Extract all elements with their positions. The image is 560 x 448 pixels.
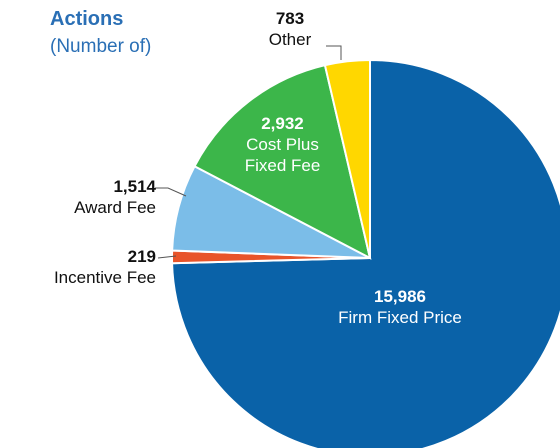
chart-title: Actions — [50, 8, 124, 30]
slice-label: 1,514 Award Fee — [0, 176, 156, 218]
category-label: Cost Plus Fixed Fee — [244, 135, 321, 175]
leader-line — [326, 45, 342, 60]
category-label: Firm Fixed Price — [338, 308, 462, 327]
value-label: 219 — [127, 247, 156, 266]
category-label: Other — [268, 30, 312, 49]
chart-subtitle: (Number of) — [50, 36, 152, 57]
slice-label: 783 Other — [240, 8, 340, 50]
value-label: 15,986 — [374, 287, 426, 306]
category-label: Award Fee — [74, 198, 156, 217]
value-label: 1,514 — [113, 177, 156, 196]
value-label: 783 — [275, 9, 305, 28]
leader-line — [157, 255, 177, 259]
pie-slice — [171, 58, 560, 448]
category-label: Incentive Fee — [53, 268, 156, 287]
slice-label: 2,932 Cost Plus Fixed Fee — [235, 113, 330, 176]
slice-label: 15,986 Firm Fixed Price — [300, 286, 500, 328]
pie-slice — [193, 63, 372, 260]
leader-line — [155, 187, 187, 197]
pie-slice — [323, 58, 371, 259]
slice-label: 219 Incentive Fee — [0, 246, 156, 288]
value-label: 2,932 — [261, 114, 304, 133]
